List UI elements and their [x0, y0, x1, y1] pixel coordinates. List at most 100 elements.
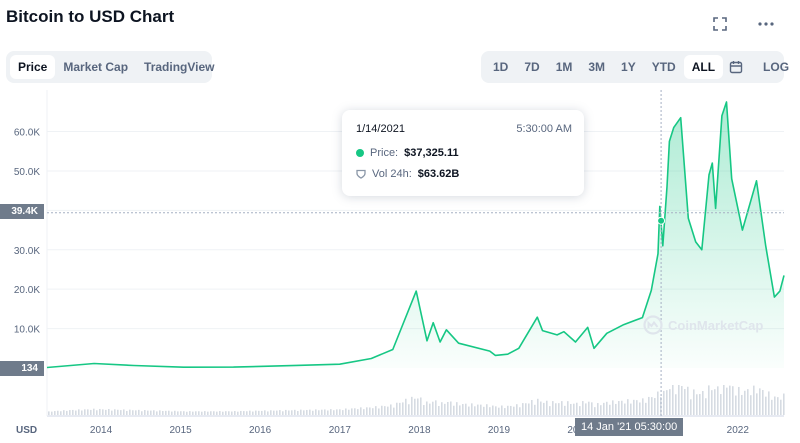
- calendar-icon: [729, 61, 743, 74]
- x-tick-label: 2014: [90, 425, 113, 436]
- tooltip-price-label: Price:: [370, 147, 399, 159]
- volume-bar: [222, 411, 224, 415]
- y-tick-label: 30.0K: [14, 246, 40, 257]
- volume-bar: [669, 389, 671, 415]
- view-tabs: Price Market Cap TradingView: [6, 51, 215, 83]
- volume-bar: [699, 394, 701, 415]
- volume-bar: [183, 411, 185, 415]
- volume-bar: [537, 398, 539, 415]
- range-7d[interactable]: 7D: [524, 60, 540, 74]
- volume-bar: [48, 411, 50, 415]
- volume-bar: [723, 385, 725, 415]
- range-all[interactable]: ALL: [683, 55, 724, 79]
- volume-bar: [414, 398, 416, 415]
- volume-bar: [756, 393, 758, 415]
- volume-bar: [402, 402, 404, 415]
- volume-bar: [516, 404, 518, 415]
- volume-bar: [285, 409, 287, 415]
- volume-bar: [663, 390, 665, 415]
- volume-bar: [645, 402, 647, 415]
- range-3m[interactable]: 3M: [588, 60, 606, 74]
- volume-bar: [234, 411, 236, 415]
- volume-bar: [639, 402, 641, 415]
- volume-bar: [489, 407, 491, 415]
- volume-bar: [504, 408, 506, 415]
- volume-bar: [303, 410, 305, 415]
- volume-bar: [480, 404, 482, 415]
- volume-bar: [600, 405, 602, 415]
- volume-bar: [249, 410, 251, 415]
- y-tick-label: 60.0K: [14, 128, 40, 139]
- x-tick-label: 2019: [488, 425, 511, 436]
- volume-bar: [351, 408, 353, 415]
- y-tick-label: 50.0K: [14, 167, 40, 178]
- volume-bar: [273, 410, 275, 415]
- volume-bar: [621, 400, 623, 415]
- volume-bar: [261, 410, 263, 415]
- volume-bar: [525, 403, 527, 415]
- volume-bar: [309, 409, 311, 415]
- price-area: [47, 102, 784, 368]
- range-ytd[interactable]: YTD: [651, 60, 676, 74]
- volume-bar: [486, 404, 488, 415]
- tab-market-cap[interactable]: Market Cap: [63, 60, 129, 74]
- volume-bar: [732, 386, 734, 415]
- volume-bar: [300, 409, 302, 415]
- volume-bar: [246, 411, 248, 415]
- volume-bar: [375, 406, 377, 415]
- volume-bar: [387, 406, 389, 415]
- volume-bar: [219, 411, 221, 415]
- tooltip-volume-value: $63.62B: [417, 168, 460, 180]
- volume-bar: [357, 409, 359, 415]
- volume-bar: [69, 410, 71, 415]
- watermark: CoinMarketCap: [643, 315, 763, 335]
- tooltip-volume-label: Vol 24h:: [372, 168, 412, 180]
- volume-bar: [429, 403, 431, 415]
- volume-bar: [66, 410, 68, 415]
- volume-bar: [774, 396, 776, 415]
- volume-bar: [138, 409, 140, 415]
- volume-bar: [114, 409, 116, 415]
- volume-bar: [348, 409, 350, 415]
- more-icon[interactable]: [756, 14, 776, 34]
- volume-bar: [393, 407, 395, 415]
- volume-bar: [636, 400, 638, 415]
- volume-bar: [549, 406, 551, 415]
- volume-bar: [687, 386, 689, 415]
- volume-bar: [177, 411, 179, 415]
- volume-bar: [462, 404, 464, 415]
- volume-bar: [87, 409, 89, 415]
- volume-bar: [123, 409, 125, 415]
- range-1y[interactable]: 1Y: [621, 60, 636, 74]
- volume-bar: [198, 411, 200, 415]
- tooltip-date: 1/14/2021: [356, 123, 405, 135]
- volume-bar: [657, 391, 659, 415]
- volume-bar: [675, 394, 677, 415]
- calendar-button[interactable]: [723, 55, 749, 79]
- range-1m[interactable]: 1M: [555, 60, 573, 74]
- volume-bar: [132, 410, 134, 415]
- volume-bar: [399, 402, 401, 415]
- volume-bar: [210, 411, 212, 415]
- volume-bar: [588, 401, 590, 415]
- volume-bar: [783, 393, 785, 415]
- volume-bar: [576, 402, 578, 415]
- volume-bar: [729, 385, 731, 415]
- range-1d[interactable]: 1D: [493, 60, 509, 74]
- volume-bar: [459, 405, 461, 415]
- volume-bar: [150, 410, 152, 415]
- tab-tradingview[interactable]: TradingView: [144, 60, 215, 74]
- volume-bar: [363, 409, 365, 415]
- volume-bar: [108, 409, 110, 415]
- volume-bar: [354, 408, 356, 415]
- log-scale-toggle[interactable]: LOG: [763, 60, 790, 74]
- volume-bar: [396, 402, 398, 415]
- x-tick-label: 2018: [408, 425, 431, 436]
- tab-price[interactable]: Price: [10, 55, 56, 79]
- expand-icon[interactable]: [710, 14, 730, 34]
- volume-bar: [96, 410, 98, 415]
- volume-bar: [270, 410, 272, 415]
- volume-bar: [570, 403, 572, 415]
- tooltip-price-value: $37,325.11: [404, 147, 459, 159]
- volume-bar: [456, 402, 458, 415]
